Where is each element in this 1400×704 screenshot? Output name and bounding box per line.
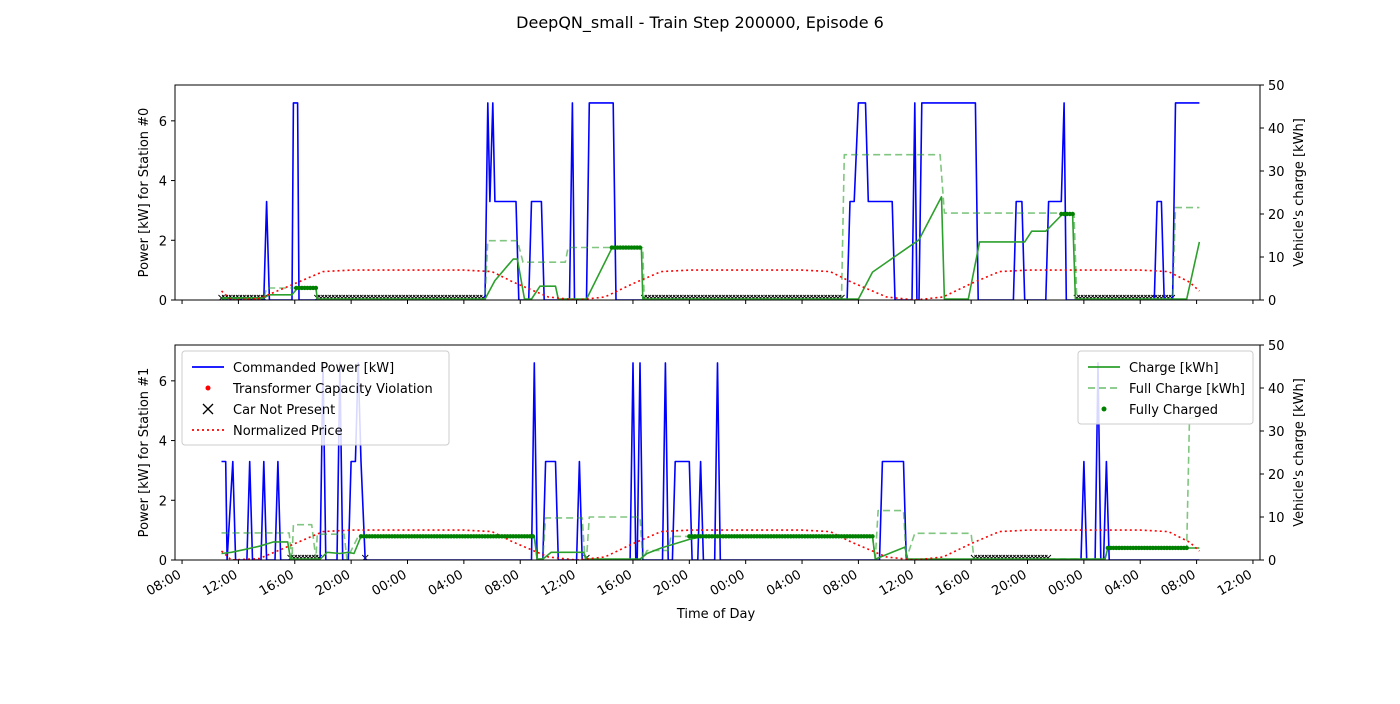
y-right-tick-label: 20 (1268, 468, 1285, 483)
x-tick-label: 16:00 (257, 567, 297, 599)
series-full-charge-kwh (221, 417, 1200, 560)
legend-box (1077, 350, 1254, 425)
y-right-tick-label: 50 (1268, 79, 1285, 94)
y-right-tick-label: 20 (1268, 208, 1285, 223)
x-tick-label: 20:00 (313, 567, 353, 599)
y-left-tick-label: 6 (159, 115, 167, 130)
plot-area (218, 102, 1201, 300)
fully-charged-marker (637, 245, 643, 250)
fully-charged-marker (1070, 211, 1075, 217)
y-left-tick-label: 0 (159, 554, 167, 569)
x-tick-label: 04:00 (764, 567, 804, 599)
legend-label: Transformer Capacity Violation (232, 382, 433, 397)
y-left-tick-label: 2 (159, 234, 167, 249)
y-right-tick-label: 0 (1268, 294, 1276, 309)
series-commanded-power-kw (221, 362, 1200, 560)
x-tick-label: 04:00 (1102, 567, 1142, 599)
series-charge-kwh (221, 535, 1200, 560)
panel-frame (174, 344, 1261, 561)
legend-label: Car Not Present (233, 403, 335, 418)
y-right-tick-label: 10 (1268, 251, 1285, 266)
y-right-tick-label: 40 (1268, 382, 1285, 397)
y-left-tick-label: 4 (159, 435, 167, 450)
legend-label: Fully Charged (1129, 403, 1218, 418)
legend-marker-dot (205, 385, 211, 391)
fully-charged-marker (870, 534, 875, 539)
x-tick-label: 12:00 (1215, 567, 1255, 599)
legend-box (181, 350, 450, 446)
y-left-tick-label: 4 (159, 175, 167, 190)
x-tick-label: 12:00 (877, 567, 917, 599)
y-right-tick-label: 50 (1268, 339, 1285, 354)
panel-station-0: 0 2 4 6 0 10 20 30 40 50 Power [kW] for Station #0… (137, 79, 1307, 309)
y-left-tick-label: 0 (159, 294, 167, 309)
y-right-tick-label: 30 (1268, 425, 1285, 440)
y-right-tick-label: 0 (1268, 554, 1276, 569)
x-tick-label: 20:00 (651, 567, 691, 599)
x-tick-label: 12:00 (539, 567, 579, 599)
panel-frame (174, 84, 1261, 301)
legend-label: Charge [kWh] (1129, 361, 1219, 376)
x-tick-label: 08:00 (144, 567, 184, 599)
series-commanded-power-kw (221, 102, 1200, 300)
x-axis-label: Time of Day (676, 607, 756, 622)
legend-legend_left: Commanded Power [kW] Transformer Capacity… (181, 350, 450, 446)
chart-title: DeepQN_small - Train Step 200000, Episod… (516, 13, 884, 33)
y-left-tick-label: 6 (159, 375, 167, 390)
series-full-charge-kwh (221, 153, 1200, 300)
y-right-tick-label: 40 (1268, 122, 1285, 137)
x-tick-label: 20:00 (990, 567, 1030, 599)
y-right-axis-label: Vehicle's charge [kWh] (1292, 378, 1307, 527)
legend-label: Commanded Power [kW] (233, 361, 394, 376)
legend-label: Normalized Price (233, 424, 343, 439)
y-left-axis-label: Power [kW] for Station #1 (137, 368, 152, 538)
x-tick-label: 00:00 (1046, 567, 1086, 599)
car-not-present-marker (1044, 554, 1052, 560)
x-tick-label: 00:00 (370, 567, 410, 599)
x-tick-label: 04:00 (426, 567, 466, 599)
x-tick-label: 08:00 (1159, 567, 1199, 599)
legend-marker-x (202, 403, 214, 415)
y-right-axis-label: Vehicle's charge [kWh] (1292, 118, 1307, 267)
x-tick-label: 00:00 (708, 567, 748, 599)
plot-area (220, 362, 1200, 560)
series-charge-kwh (221, 196, 1201, 300)
legend-label: Full Charge [kWh] (1129, 382, 1245, 397)
y-right-tick-label: 30 (1268, 165, 1285, 180)
x-tick-label: 08:00 (820, 567, 860, 599)
y-left-axis-label: Power [kW] for Station #0 (137, 108, 152, 278)
y-left-tick-label: 2 (159, 494, 167, 509)
x-tick-label: 16:00 (595, 567, 635, 599)
legend-marker-dot (1101, 406, 1107, 412)
fully-charged-marker (530, 534, 536, 539)
fully-charged-marker (313, 285, 319, 291)
fully-charged-marker (1184, 545, 1189, 551)
x-tick-label: 12:00 (200, 567, 240, 599)
x-tick-label: 16:00 (933, 567, 973, 599)
legend-legend_right: Charge [kWh] Full Charge [kWh] Fully Charg… (1077, 350, 1254, 425)
x-tick-label: 08:00 (482, 567, 522, 599)
y-right-tick-label: 10 (1268, 511, 1285, 526)
